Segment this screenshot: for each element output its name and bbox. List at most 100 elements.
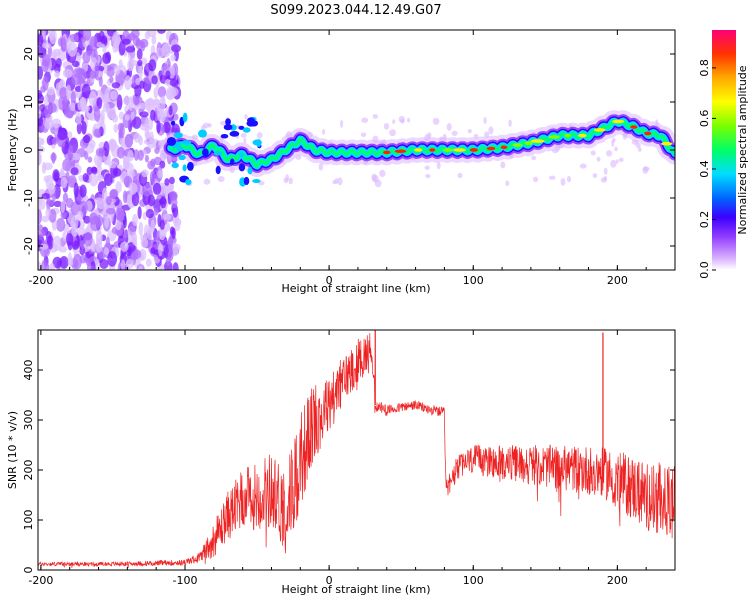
spectrogram-noise-cell (162, 183, 170, 195)
spectrogram-peak-cell (577, 133, 587, 138)
spectrogram-noise-cell (138, 135, 143, 146)
spectrogram-noise-cell (606, 150, 613, 157)
spectrogram-noise-cell (65, 84, 72, 101)
spectrogram-noise-cell (98, 76, 103, 88)
spectrogram-noise-cell (86, 260, 92, 270)
spectrogram-noise-cell (39, 243, 49, 250)
spectrogram-noise-cell (89, 36, 99, 52)
spectrogram-fragment (220, 134, 229, 139)
spectrogram-noise-cell (70, 160, 76, 168)
spectrogram-noise-cell (603, 167, 608, 175)
spectrogram-noise-cell (560, 178, 566, 186)
spectrogram-noise-cell (107, 161, 118, 169)
spectrogram-noise-cell (168, 105, 173, 116)
spectrogram-ridge (169, 119, 675, 168)
spectrogram-noise-cell (96, 97, 103, 110)
spectrogram-noise-cell (128, 182, 138, 195)
spectrogram-noise-cell (243, 137, 247, 144)
spectrogram-fragment (202, 148, 209, 157)
spectrogram-noise-cell (120, 241, 129, 252)
spectrogram-noise-cell (162, 63, 168, 71)
spectrogram-noise-cell (483, 117, 487, 125)
spectrogram-noise-cell (70, 152, 81, 161)
spectrogram-noise-cell (116, 146, 125, 159)
spectrogram-noise-cell (467, 128, 472, 134)
y-tick-label: 0 (22, 567, 35, 574)
spectrogram-noise-cell (615, 159, 619, 164)
spectrogram-noise-cell (158, 242, 163, 257)
spectrogram-noise-cell (67, 145, 74, 162)
spectrogram-noise-cell (322, 129, 326, 135)
snr-x-ticks: -200 -100 0 100 200 (28, 330, 676, 587)
spectrogram-noise-cell (107, 250, 118, 267)
spectrogram-noise-cell (138, 265, 143, 270)
x-tick-label: -200 (28, 574, 53, 587)
spectrogram-noise-cell (144, 154, 150, 163)
spectrogram-noise-cell (60, 37, 67, 52)
spectrogram-noise-cell (113, 123, 119, 133)
spectrogram-noise-cell (102, 102, 111, 113)
spectrogram-noise-cell (44, 118, 54, 130)
colorbar-ticks: 0.0 0.2 0.4 0.6 0.8 (698, 59, 716, 279)
spectrogram-noise-cell (69, 102, 76, 112)
spectrogram-noise-cell (148, 59, 157, 72)
spectrogram-noise-cell (144, 131, 151, 140)
spectrogram-fragment (181, 140, 192, 145)
spectrogram-noise-cell (101, 94, 107, 103)
y-tick-label: 300 (22, 410, 35, 431)
spectrogram-noise-cell (89, 139, 96, 148)
spectrogram-peak-cell (453, 148, 466, 152)
spectrogram-noise-cell (113, 168, 122, 177)
spectrogram-noise-cell (150, 219, 155, 233)
spectrogram-peak-cell (564, 133, 571, 138)
spectrogram-fragment (182, 112, 188, 123)
spectrogram-noise-cell (167, 237, 173, 252)
spectrogram-noise-cell (66, 37, 72, 54)
spectrogram-noise-cell (142, 183, 153, 197)
spectrogram-noise-cell (60, 200, 66, 213)
spectrogram-noise-cell (219, 120, 227, 126)
spectrogram-noise-cell (43, 105, 52, 119)
spectrogram-noise-cell (73, 182, 79, 198)
x-tick-label: -100 (173, 274, 198, 287)
spectrogram-noise-cell (53, 200, 62, 208)
spectrogram-y-axis-label: Frequency (Hz) (6, 109, 19, 192)
spectrogram-peak-cell (524, 141, 533, 145)
spectrogram-noise-cell (42, 53, 51, 67)
spectrogram-noise-cell (240, 133, 247, 138)
spectrogram-noise-cell (592, 173, 598, 178)
spectrogram-noise-cell (159, 96, 166, 105)
spectrogram-noise-cell (164, 178, 170, 186)
spectrogram-noise-cell (59, 87, 68, 99)
spectrogram-peak-cell (530, 139, 545, 143)
spectrogram-noise-cell (157, 86, 167, 98)
spectrogram-noise-cell (137, 59, 143, 67)
spectrogram-noise-cell (505, 180, 510, 187)
spectrogram-noise-cell (379, 169, 386, 178)
spectrogram-noise-cell (38, 194, 43, 206)
spectrogram-noise-cell (614, 146, 618, 152)
spectrogram-noise-cell (41, 215, 50, 223)
spectrogram-noise-cell (157, 111, 166, 123)
spectrogram-noise-cell (156, 120, 161, 134)
spectrogram-noise-cell (140, 237, 149, 249)
spectrogram-noise-cell (97, 174, 104, 182)
spectrogram-noise-cell (60, 211, 67, 220)
spectrogram-noise-cell (127, 59, 135, 72)
spectrogram-fragment (255, 139, 262, 148)
spectrogram-noise-cell (217, 176, 225, 182)
spectrogram-noise-cell (603, 176, 608, 181)
spectrogram-noise-cell (72, 240, 80, 250)
spectrogram-noise-cell (89, 70, 96, 80)
spectrogram-noise-cell (38, 150, 41, 166)
y-tick-label: 200 (22, 460, 35, 481)
spectrogram-noise-cell (99, 258, 109, 269)
spectrogram-noise-cell (111, 82, 121, 89)
spectrogram-noise-cell (41, 260, 47, 270)
spectrogram-noise-cell (69, 33, 79, 43)
spectrogram-noise-cell (288, 177, 293, 185)
spectrogram-noise-cell (579, 163, 587, 169)
spectrogram-noise-cell (115, 181, 122, 193)
